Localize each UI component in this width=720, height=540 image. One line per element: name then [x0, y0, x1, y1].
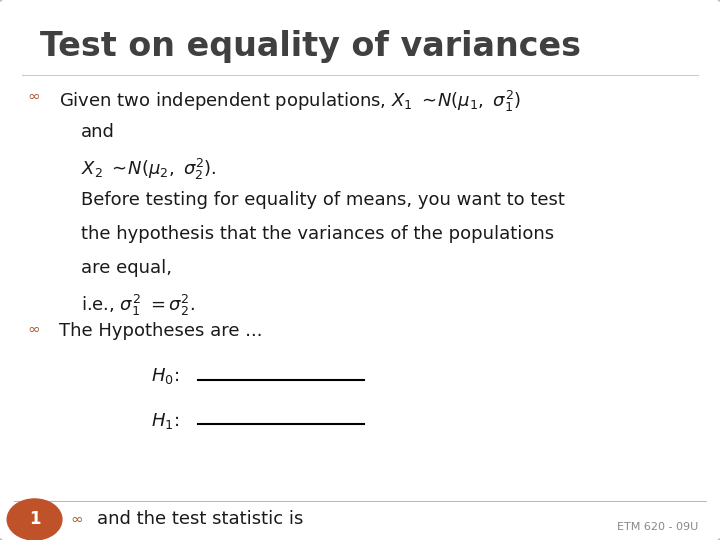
Text: Before testing for equality of means, you want to test: Before testing for equality of means, yo…	[81, 191, 564, 209]
Text: ∞: ∞	[27, 322, 40, 337]
Text: ETM 620 - 09U: ETM 620 - 09U	[617, 522, 698, 531]
Text: $H_0$:: $H_0$:	[151, 366, 179, 386]
Text: ∞: ∞	[71, 512, 84, 527]
Text: and the test statistic is: and the test statistic is	[97, 510, 304, 529]
Text: The Hypotheses are ...: The Hypotheses are ...	[59, 322, 263, 340]
Text: 1: 1	[29, 510, 40, 529]
Text: are equal,: are equal,	[81, 259, 171, 277]
Text: ∞: ∞	[27, 89, 40, 104]
Text: i.e., $\sigma_1^2\ {=}\sigma_2^2$.: i.e., $\sigma_1^2\ {=}\sigma_2^2$.	[81, 293, 195, 318]
Text: Test on equality of variances: Test on equality of variances	[40, 30, 580, 63]
Text: $H_1$:: $H_1$:	[151, 410, 179, 430]
Circle shape	[7, 499, 62, 540]
Text: the hypothesis that the variances of the populations: the hypothesis that the variances of the…	[81, 225, 554, 243]
Text: $X_2\ \sim\!N(\mu_2,\ \sigma_2^2)$.: $X_2\ \sim\!N(\mu_2,\ \sigma_2^2)$.	[81, 157, 216, 182]
Text: Given two independent populations, $X_1\ \sim\!N(\mu_1,\ \sigma_1^2)$: Given two independent populations, $X_1\…	[59, 89, 521, 114]
Text: and: and	[81, 123, 114, 141]
